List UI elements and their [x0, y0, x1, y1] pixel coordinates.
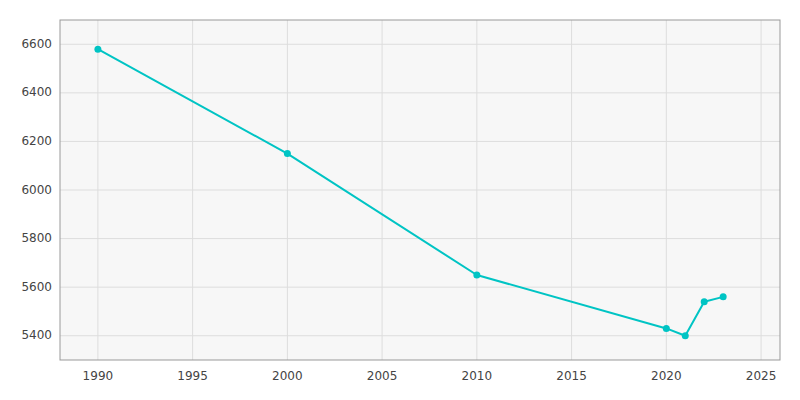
x-tick-label: 1995	[177, 369, 208, 383]
x-grid-line	[382, 20, 383, 360]
x-grid-line	[287, 20, 288, 360]
point	[701, 298, 708, 305]
y-grid-line	[60, 92, 780, 93]
x-tick-label: 2015	[556, 369, 587, 383]
y-grid-line	[60, 335, 780, 336]
x-tick-label: 2010	[462, 369, 493, 383]
point	[284, 150, 291, 157]
y-tick-label: 6000	[21, 183, 52, 197]
point	[720, 293, 727, 300]
point	[682, 332, 689, 339]
x-grid-line	[571, 20, 572, 360]
grid	[60, 20, 780, 360]
y-grid-line	[60, 190, 780, 191]
y-tick-label: 6400	[21, 85, 52, 99]
y-grid-line	[60, 287, 780, 288]
x-grid-line	[97, 20, 98, 360]
x-grid-line	[666, 20, 667, 360]
x-tick-label: 2025	[746, 369, 777, 383]
x-grid-line	[761, 20, 762, 360]
chart-svg: 5400 5600 5800 6000 6200 6400 6600 1990 1995 2000…	[0, 0, 800, 400]
point	[473, 272, 480, 279]
x-grid-line	[192, 20, 193, 360]
y-tick-label: 6600	[21, 37, 52, 51]
y-tick-label: 5400	[21, 328, 52, 342]
y-grid-line	[60, 141, 780, 142]
point	[94, 46, 101, 53]
plot-frame	[60, 20, 780, 360]
x-tick-label: 2020	[651, 369, 682, 383]
y-tick-label: 6200	[21, 134, 52, 148]
y-tick-label: 5600	[21, 280, 52, 294]
y-tick-label: 5800	[21, 231, 52, 245]
series	[94, 46, 726, 340]
x-tick-label: 1990	[83, 369, 114, 383]
tick-labels: 5400 5600 5800 6000 6200 6400 6600 1990 1995 2000…	[21, 37, 776, 383]
chart-container: 5400 5600 5800 6000 6200 6400 6600 1990 1995 2000…	[0, 0, 800, 400]
plot-background	[60, 20, 780, 360]
x-tick-label: 2005	[367, 369, 398, 383]
x-tick-label: 2000	[272, 369, 303, 383]
point	[663, 325, 670, 332]
y-grid-line	[60, 44, 780, 45]
x-grid-line	[476, 20, 477, 360]
line	[98, 49, 723, 336]
